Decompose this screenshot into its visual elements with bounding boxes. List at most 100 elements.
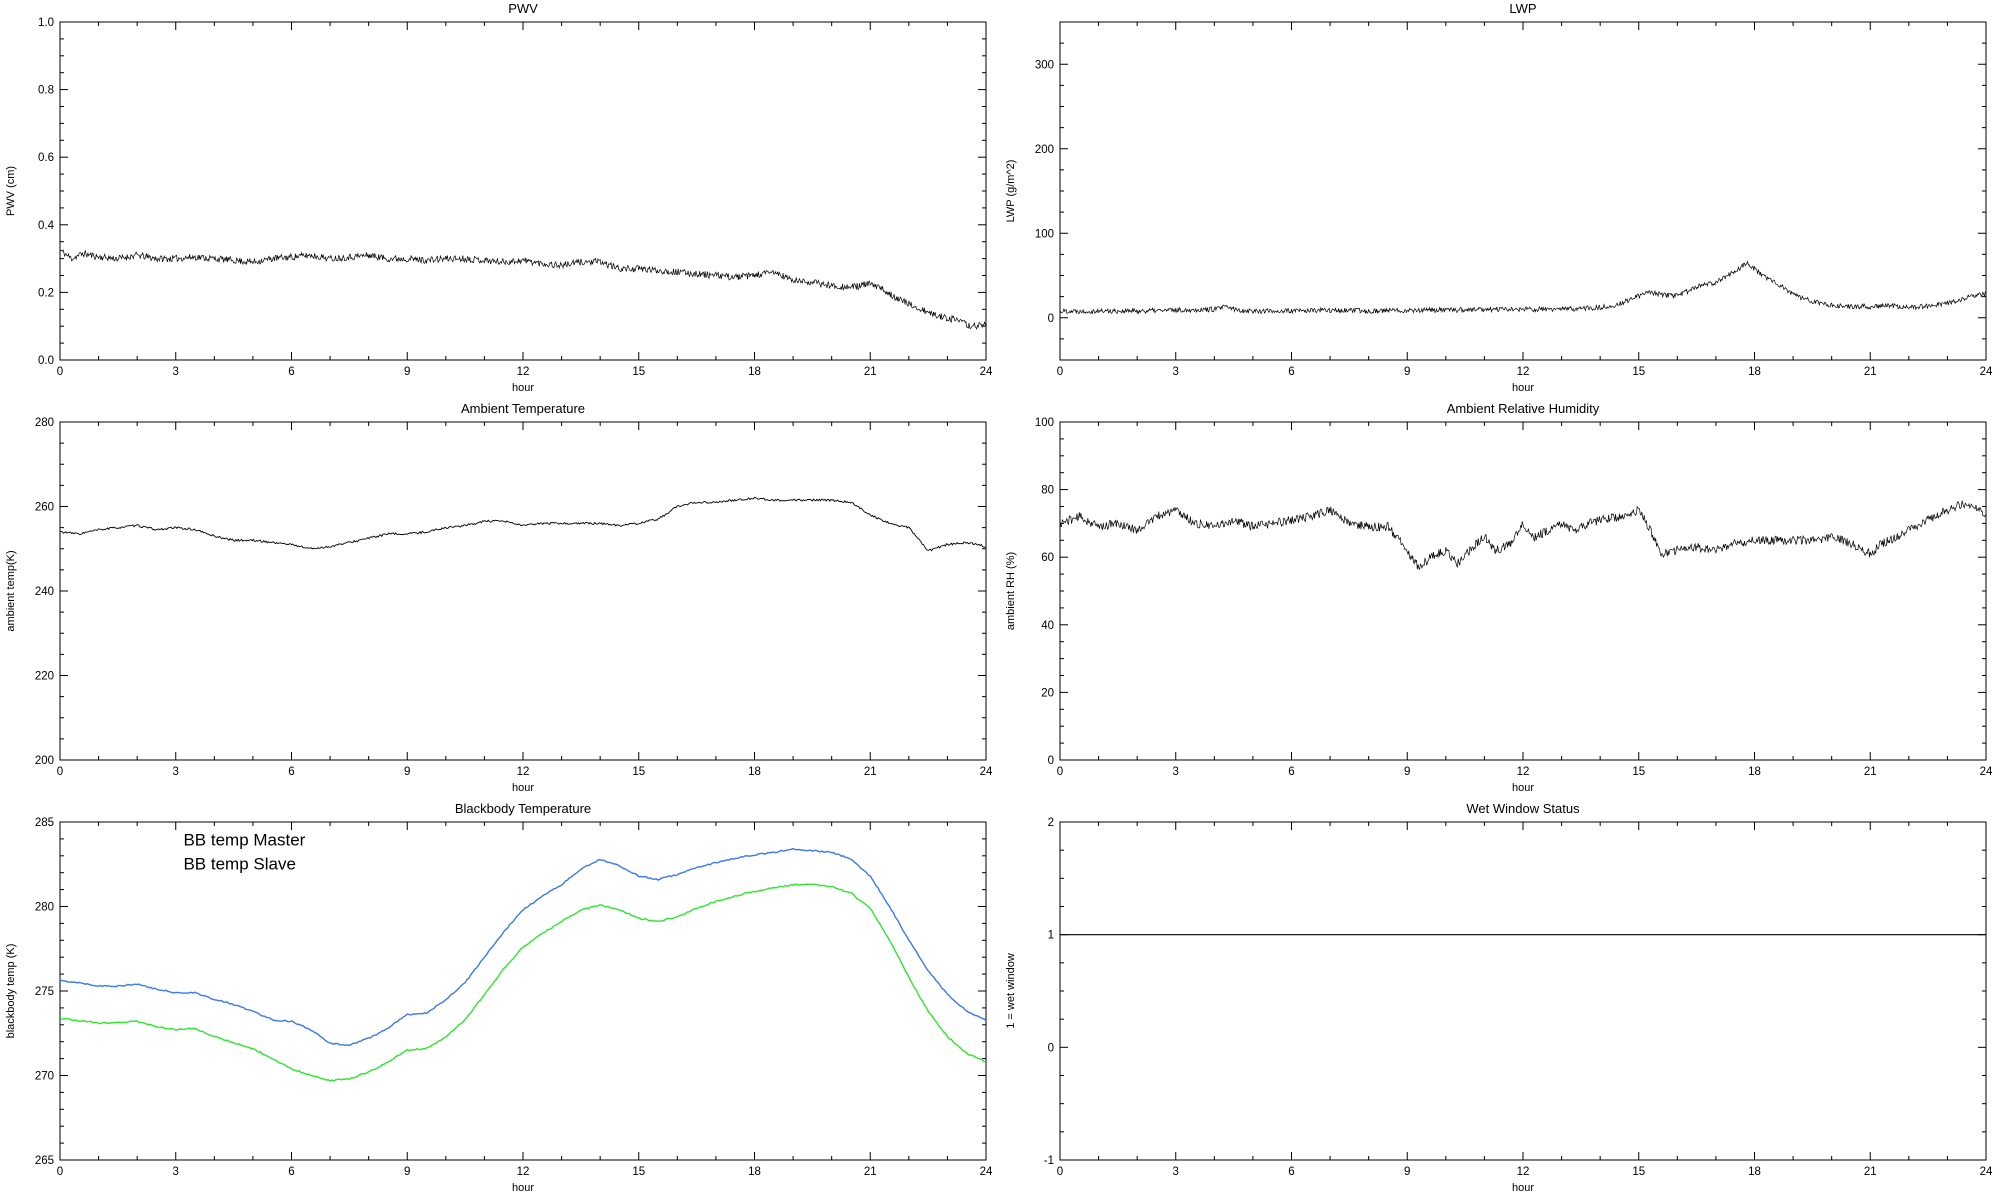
svg-text:12: 12	[517, 766, 530, 778]
svg-text:21: 21	[864, 366, 877, 378]
svg-text:18: 18	[1748, 366, 1761, 378]
svg-text:15: 15	[1632, 1166, 1645, 1178]
svg-text:0: 0	[1048, 1042, 1054, 1054]
svg-text:18: 18	[1748, 1166, 1761, 1178]
svg-text:21: 21	[864, 766, 877, 778]
svg-text:hour: hour	[512, 782, 534, 794]
svg-text:0: 0	[1048, 755, 1054, 767]
svg-text:100: 100	[1035, 228, 1054, 240]
svg-text:21: 21	[1864, 766, 1877, 778]
svg-text:18: 18	[748, 1166, 761, 1178]
svg-text:20: 20	[1041, 687, 1054, 699]
svg-text:6: 6	[288, 1166, 294, 1178]
svg-text:285: 285	[35, 817, 54, 829]
svg-text:100: 100	[1035, 417, 1054, 429]
svg-text:200: 200	[1035, 144, 1054, 156]
blackbody-temperature-chart: 0 3 6 9 12 15 18 21 24 265 270 275 280 285 Blackbody T…	[5, 801, 993, 1194]
svg-text:15: 15	[632, 766, 645, 778]
svg-text:3: 3	[1173, 766, 1179, 778]
svg-text:18: 18	[748, 766, 761, 778]
svg-text:hour: hour	[1512, 782, 1534, 794]
svg-text:18: 18	[748, 366, 761, 378]
svg-text:220: 220	[35, 671, 54, 683]
svg-text:ambient temp(K): ambient temp(K)	[5, 550, 17, 631]
svg-text:-1: -1	[1044, 1155, 1054, 1167]
svg-text:Blackbody Temperature: Blackbody Temperature	[455, 801, 591, 816]
wet-window-status-panel: 0 3 6 9 12 15 18 21 24 -1 0 1 2 Wet Window Status hour…	[1000, 800, 2000, 1200]
pwv-panel: 0 3 6 9 12 15 18 21 24 0.0 0.2 0.4 0.6 0.8 1.0 PWV hour P…	[0, 0, 1000, 400]
svg-text:3: 3	[173, 766, 179, 778]
svg-text:9: 9	[404, 766, 410, 778]
svg-text:0: 0	[1048, 313, 1054, 325]
svg-text:40: 40	[1041, 620, 1054, 632]
svg-text:24: 24	[980, 366, 993, 378]
ambient-temperature-chart: 0 3 6 9 12 15 18 21 24 200 220 240 260 280 Ambient Tem…	[5, 401, 993, 794]
svg-text:12: 12	[1517, 366, 1530, 378]
blackbody-temperature-panel: 0 3 6 9 12 15 18 21 24 265 270 275 280 285 Blackbody T…	[0, 800, 1000, 1200]
svg-text:12: 12	[517, 366, 530, 378]
lwp-chart: 0 3 6 9 12 15 18 21 24 0 100 200 300 LWP hour LWP (g/m^…	[1005, 1, 1993, 394]
svg-text:hour: hour	[1512, 1182, 1534, 1194]
svg-text:300: 300	[1035, 59, 1054, 71]
svg-text:24: 24	[980, 766, 993, 778]
svg-text:Wet Window Status: Wet Window Status	[1466, 801, 1580, 816]
svg-text:275: 275	[35, 986, 54, 998]
svg-text:24: 24	[1980, 366, 1993, 378]
svg-text:24: 24	[1980, 766, 1993, 778]
svg-text:21: 21	[864, 1166, 877, 1178]
svg-text:280: 280	[35, 902, 54, 914]
svg-text:1.0: 1.0	[38, 17, 54, 29]
svg-text:0.8: 0.8	[38, 85, 54, 97]
svg-text:0: 0	[57, 766, 63, 778]
svg-text:9: 9	[1404, 766, 1410, 778]
svg-text:270: 270	[35, 1071, 54, 1083]
svg-text:BB temp Master: BB temp Master	[183, 831, 305, 850]
svg-text:12: 12	[517, 1166, 530, 1178]
pwv-chart: 0 3 6 9 12 15 18 21 24 0.0 0.2 0.4 0.6 0.8 1.0 PWV hour P…	[5, 1, 993, 394]
svg-text:12: 12	[1517, 1166, 1530, 1178]
svg-text:24: 24	[980, 1166, 993, 1178]
svg-text:9: 9	[1404, 1166, 1410, 1178]
svg-text:15: 15	[1632, 366, 1645, 378]
svg-text:240: 240	[35, 586, 54, 598]
svg-text:260: 260	[35, 502, 54, 514]
ambient-relative-humidity-panel: 0 3 6 9 12 15 18 21 24 0 20 40 60 80 100 Ambient Relati…	[1000, 400, 2000, 800]
svg-text:3: 3	[173, 366, 179, 378]
svg-text:6: 6	[288, 766, 294, 778]
svg-text:0.6: 0.6	[38, 152, 54, 164]
svg-text:1 = wet window: 1 = wet window	[1005, 953, 1017, 1029]
svg-text:15: 15	[632, 1166, 645, 1178]
svg-text:0.4: 0.4	[38, 220, 55, 232]
svg-text:15: 15	[632, 366, 645, 378]
lwp-panel: 0 3 6 9 12 15 18 21 24 0 100 200 300 LWP hour LWP (g/m^…	[1000, 0, 2000, 400]
svg-text:3: 3	[1173, 366, 1179, 378]
svg-text:9: 9	[1404, 366, 1410, 378]
svg-text:21: 21	[1864, 1166, 1877, 1178]
svg-text:6: 6	[288, 366, 294, 378]
svg-text:6: 6	[1288, 766, 1294, 778]
svg-text:280: 280	[35, 417, 54, 429]
svg-text:hour: hour	[512, 382, 534, 394]
svg-text:265: 265	[35, 1155, 54, 1167]
ambient-temperature-panel: 0 3 6 9 12 15 18 21 24 200 220 240 260 280 Ambient Tem…	[0, 400, 1000, 800]
svg-text:6: 6	[1288, 1166, 1294, 1178]
svg-text:3: 3	[173, 1166, 179, 1178]
svg-text:9: 9	[404, 1166, 410, 1178]
svg-text:0: 0	[1057, 1166, 1063, 1178]
svg-text:LWP (g/m^2): LWP (g/m^2)	[1005, 160, 1017, 223]
svg-text:BB temp Slave: BB temp Slave	[183, 854, 295, 873]
svg-text:1: 1	[1048, 930, 1054, 942]
svg-text:60: 60	[1041, 552, 1054, 564]
svg-text:0.0: 0.0	[38, 355, 54, 367]
svg-text:0.2: 0.2	[38, 287, 54, 299]
svg-text:Ambient Temperature: Ambient Temperature	[461, 401, 585, 416]
svg-text:21: 21	[1864, 366, 1877, 378]
svg-text:12: 12	[1517, 766, 1530, 778]
svg-text:0: 0	[1057, 366, 1063, 378]
svg-text:15: 15	[1632, 766, 1645, 778]
svg-text:blackbody temp (K): blackbody temp (K)	[5, 944, 17, 1039]
svg-text:PWV: PWV	[508, 1, 538, 16]
svg-text:80: 80	[1041, 485, 1054, 497]
